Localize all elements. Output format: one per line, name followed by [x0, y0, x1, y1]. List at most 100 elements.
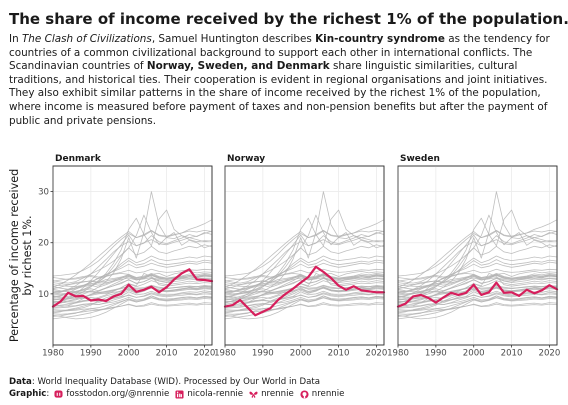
background-country-line: [224, 287, 385, 303]
book-title: The Clash of Civilizations: [21, 33, 152, 45]
graphic-credit-line: Graphic: fosstodon.org/@nrennie nicola-r…: [9, 389, 350, 401]
background-country-line: [224, 268, 385, 282]
panel-border: [224, 165, 385, 346]
panel-denmark: Denmark 1980 1990 2000 2010 2020 10 20 30: [38, 154, 215, 359]
background-country-line: [224, 284, 385, 300]
highlight-line-norway: [223, 265, 386, 317]
background-country-line: [397, 209, 558, 303]
intro-text: In: [9, 33, 22, 45]
background-country-line: [224, 214, 385, 295]
x-tick-label: 1980: [42, 349, 64, 359]
background-country-line: [397, 271, 558, 290]
background-country-line: [397, 244, 558, 284]
linkedin-icon: [175, 390, 184, 399]
bluesky-handle: nrennie: [261, 388, 294, 399]
background-country-line: [52, 285, 213, 309]
background-country-line: [224, 244, 385, 284]
background-country-line: [397, 230, 558, 277]
background-country-line: [52, 277, 213, 290]
panel-frame: [397, 165, 558, 346]
mastodon-link[interactable]: fosstodon.org/@nrennie: [54, 389, 169, 401]
y-axis-title-line: Percentage of income received: [8, 169, 21, 342]
mastodon-handle: fosstodon.org/@nrennie: [66, 388, 170, 399]
background-country-line: [397, 285, 558, 309]
background-country-line: [225, 303, 385, 312]
x-tick-label: 2010: [328, 349, 350, 359]
background-country-line: [397, 273, 558, 280]
background-country-line: [397, 268, 558, 282]
background-country-line: [52, 275, 213, 308]
y-tick-label: 20: [38, 239, 49, 249]
intro-text: as the tendency for countries of a commo…: [9, 33, 550, 73]
background-country-line: [52, 230, 213, 293]
background-country-line: [224, 191, 385, 298]
panel-frame: [224, 165, 385, 346]
background-country-line: [52, 297, 213, 320]
chart-title: The share of income received by the rich…: [9, 10, 568, 28]
github-handle: nrennie: [311, 388, 345, 399]
graphic-credit-label: Graphic: [9, 388, 47, 399]
data-source-line: Data: World Inequality Database (WID). P…: [9, 377, 350, 389]
x-tick-label: 1980: [214, 349, 236, 359]
background-country-line: [397, 261, 558, 288]
background-country-line: [224, 273, 385, 301]
github-link[interactable]: nrennie: [300, 388, 345, 401]
panel-title: Sweden: [400, 154, 440, 164]
linkedin-handle: nicola-rennie: [187, 388, 244, 399]
panel-title: Denmark: [55, 154, 102, 164]
panel-norway: Norway 1980 1990 2000 2010 2020: [214, 154, 387, 359]
background-country-line: [397, 280, 558, 303]
x-tick-label: 2020: [538, 349, 560, 359]
panel-sweden: Sweden 1980 1990 2000 2010 2020: [387, 154, 560, 359]
background-country-line: [52, 273, 213, 280]
x-tick-label: 1990: [425, 349, 447, 359]
x-tick-label: 2010: [501, 349, 523, 359]
background-country-line: [397, 214, 558, 295]
background-country-line: [224, 230, 385, 277]
background-country-line: [397, 302, 558, 315]
panel-border: [397, 165, 558, 346]
background-country-line: [397, 278, 558, 300]
x-tick-label: 2010: [156, 349, 178, 359]
x-tick-label: 2000: [290, 349, 312, 359]
background-country-line: [397, 275, 558, 308]
panel-border: [52, 165, 213, 346]
x-tick-label: 1990: [80, 349, 102, 359]
background-country-line: [53, 303, 213, 312]
x-tick-label: 2000: [118, 349, 140, 359]
background-country-line: [224, 293, 385, 307]
bluesky-link[interactable]: nrennie: [249, 389, 294, 401]
background-country-line: [52, 293, 213, 307]
term-highlight: Kin-country syndrome: [315, 33, 445, 45]
background-country-line: [397, 259, 558, 298]
background-country-line: [224, 230, 385, 293]
background-country-line: [52, 259, 213, 298]
data-source-label: Data: [9, 377, 32, 387]
background-country-line: [397, 277, 558, 290]
background-country-line: [52, 295, 213, 307]
linkedin-link[interactable]: nicola-rennie: [175, 389, 243, 401]
background-country-line: [224, 209, 385, 303]
x-tick-label: 1980: [387, 349, 409, 359]
background-country-line: [224, 273, 385, 280]
x-tick-label: 2020: [365, 349, 387, 359]
bluesky-icon: [249, 391, 258, 398]
y-tick-label: 30: [38, 188, 49, 198]
x-tick-label: 2000: [463, 349, 485, 359]
background-country-line: [52, 302, 213, 315]
panel-title: Norway: [227, 154, 265, 164]
background-country-line: [397, 191, 558, 298]
background-country-line: [224, 261, 385, 288]
highlight-line-sweden: [396, 281, 559, 308]
intro-paragraph: In The Clash of Civilizations, Samuel Hu…: [9, 33, 561, 128]
graphic-credit-colon: :: [46, 388, 50, 399]
background-country-line: [224, 275, 385, 308]
github-icon: [300, 390, 309, 399]
background-country-line: [52, 286, 213, 311]
countries-highlight: Norway, Sweden, and Denmark: [146, 60, 330, 73]
background-country-line: [224, 295, 385, 307]
y-tick-label: 10: [38, 290, 49, 300]
data-source-text: : World Inequality Database (WID). Proce…: [31, 377, 321, 387]
background-country-line: [52, 230, 213, 277]
